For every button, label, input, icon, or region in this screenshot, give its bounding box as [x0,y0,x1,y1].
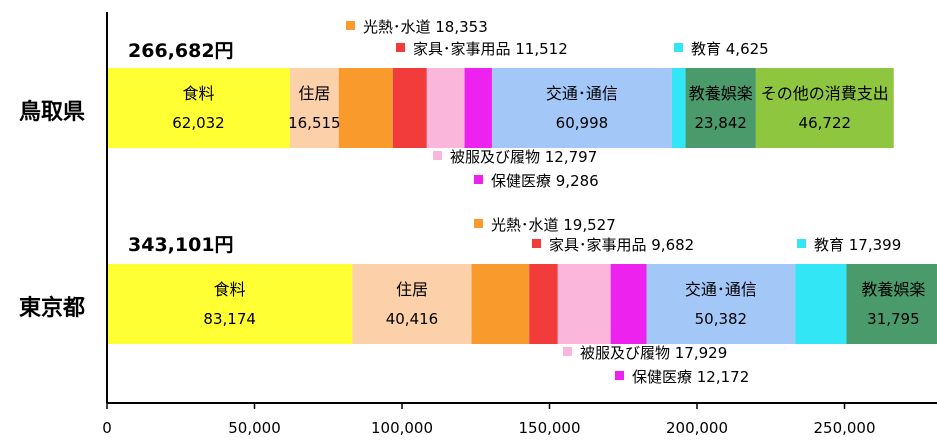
x-tick-label: 0 [102,419,112,437]
callout-marker [674,43,683,52]
bar-segment [471,264,530,344]
segment-value-label: 50,382 [695,310,748,328]
segment-name-label: 住居 [396,280,428,299]
bar-segment [846,264,937,344]
bar-segment [352,264,472,344]
x-tick-label: 150,000 [518,419,580,437]
x-tick-label: 250,000 [813,419,875,437]
callout-marker [797,239,806,248]
callout-text: 被服及び履物 17,929 [580,344,727,362]
callout-text: 家具･家事用品 11,512 [413,40,568,58]
segment-name-label: 食料 [214,280,246,299]
bar-segment [107,264,353,344]
callout-label: 保健医療 9,286 [474,172,599,190]
total-label: 343,101円 [128,234,234,256]
callout-marker [563,347,572,356]
bar-segment [646,264,796,344]
callout-label: 家具･家事用品 9,682 [532,236,694,254]
category-label: 鳥取県 [19,99,85,125]
segment-value-label: 31,795 [867,310,920,328]
callout-marker [346,21,355,30]
callout-text: 教育 17,399 [814,236,901,254]
bar-segment [557,264,611,344]
segment-value-label: 60,998 [556,114,609,132]
callout-label: 保健医療 12,172 [615,368,749,386]
callout-text: 教育 4,625 [691,40,769,58]
bar-segment [610,264,647,344]
segment-value-label: 40,416 [386,310,439,328]
bar-segment [338,68,393,148]
category-label: 東京都 [19,295,85,321]
callout-marker [474,175,483,184]
segment-name-label: 食料 [182,84,214,103]
segment-value-label: 46,722 [799,114,852,132]
callout-marker [615,371,624,380]
segment-value-label: 83,174 [203,310,256,328]
callout-marker [532,239,541,248]
x-tick-label: 50,000 [228,419,281,437]
bar-segment [529,264,558,344]
callout-label: 光熱･水道 19,527 [474,216,616,234]
x-axis: 0 50,000 100,000 150,000 200,000 250,000 [102,12,937,437]
bar-segment [685,68,756,148]
bar-segment [289,68,339,148]
bar-segment [755,68,894,148]
callout-marker [396,43,405,52]
callout-marker [474,219,483,228]
bar-group-1 [107,264,937,344]
segment-name-label: 教養娯楽 [861,280,925,299]
bar-segment [671,68,686,148]
segment-name-label: 交通･通信 [685,280,757,299]
bar-segment [464,68,492,148]
segment-name-label: 教養娯楽 [689,84,753,103]
callout-text: 家具･家事用品 9,682 [549,236,694,254]
callout-label: 被服及び履物 17,929 [563,344,727,362]
bar-segment [107,68,290,148]
callout-text: 被服及び履物 12,797 [450,148,597,166]
callout-label: 教育 4,625 [674,40,769,58]
x-tick-label: 100,000 [371,419,433,437]
labels-layer: 食料 62,032 住居 16,515 交通･通信 60,998 教養娯楽 23,842 その他… [19,18,925,386]
callout-text: 保健医療 12,172 [632,368,749,386]
segment-name-label: その他の消費支出 [761,84,889,103]
callout-label: 家具･家事用品 11,512 [396,40,568,58]
segment-value-label: 62,032 [172,114,225,132]
segment-value-label: 23,842 [694,114,747,132]
total-label: 266,682円 [128,40,234,62]
bar-segment [491,68,672,148]
callout-text: 光熱･水道 19,527 [491,216,616,234]
bar-group-0 [107,68,894,148]
callout-marker [433,151,442,160]
callout-label: 光熱･水道 18,353 [346,18,488,36]
segment-name-label: 交通･通信 [546,84,618,103]
segment-value-label: 16,515 [288,114,341,132]
callout-label: 被服及び履物 12,797 [433,148,597,166]
callout-text: 保健医療 9,286 [491,172,599,190]
callout-text: 光熱･水道 18,353 [363,18,488,36]
bar-segment [426,68,465,148]
callout-label: 教育 17,399 [797,236,901,254]
segment-name-label: 住居 [298,84,330,103]
x-tick-label: 200,000 [666,419,728,437]
bar-segment [795,264,847,344]
bar-segment [392,68,427,148]
bars-layer [107,68,937,344]
